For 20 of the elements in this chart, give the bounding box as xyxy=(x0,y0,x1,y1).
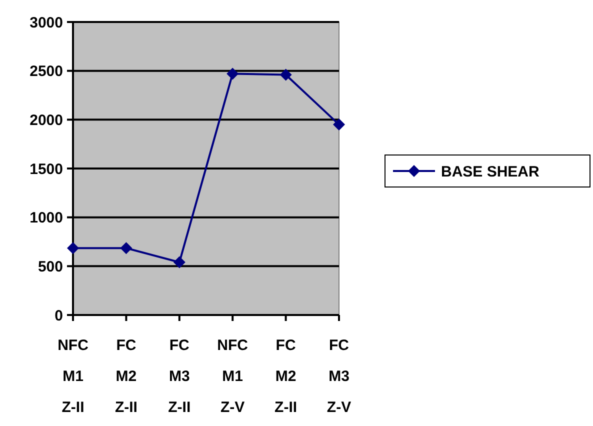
point xyxy=(280,68,292,81)
point xyxy=(226,68,239,80)
legend-label: BASE SHEAR xyxy=(441,163,540,180)
y-tick-label: 500 xyxy=(38,258,63,276)
x-tick-label: FC M2 Z-II xyxy=(114,337,138,416)
x-tick-label: FC M3 Z-II xyxy=(168,337,191,416)
x-tick-label: FC M2 Z-II xyxy=(274,337,298,416)
x-tick-label: NFC M1 Z-II xyxy=(58,337,89,416)
y-tick-label: 0 xyxy=(54,307,63,324)
point xyxy=(67,242,79,254)
y-tick-label: 1500 xyxy=(30,160,63,178)
x-tick-label: FC M3 Z-V xyxy=(326,337,352,416)
x-tick-label: NFC M1 Z-V xyxy=(217,337,248,416)
point xyxy=(333,118,345,131)
point xyxy=(173,256,186,268)
point xyxy=(120,242,132,254)
y-tick-label: 2000 xyxy=(30,112,63,129)
y-tick-label: 2500 xyxy=(30,63,63,80)
y-tick-label: 1000 xyxy=(30,210,63,227)
y-tick-label: 3000 xyxy=(30,14,63,32)
